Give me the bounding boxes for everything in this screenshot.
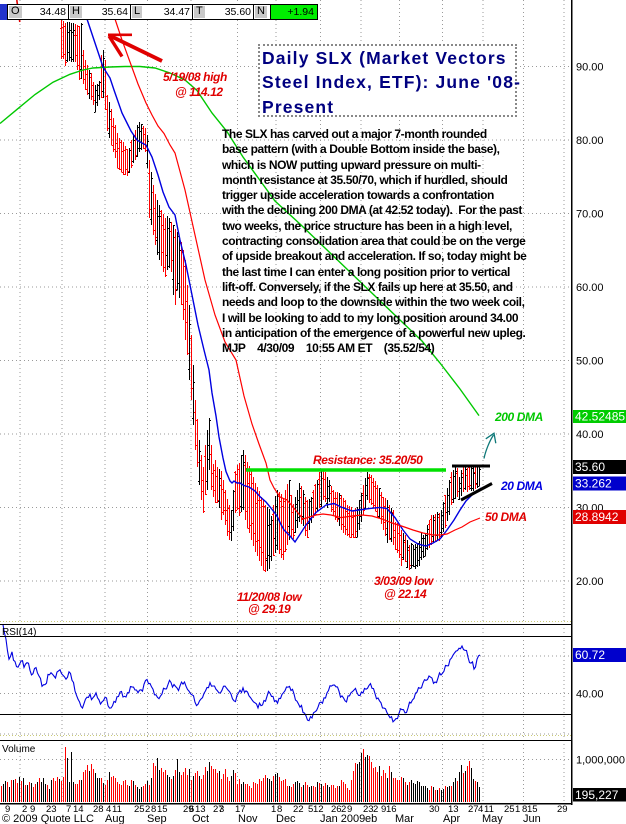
svg-text:50 DMA: 50 DMA: [485, 510, 527, 524]
svg-text:11: 11: [112, 804, 122, 815]
svg-text:15: 15: [527, 804, 538, 815]
svg-text:5/19/08 high: 5/19/08 high: [163, 70, 227, 84]
svg-text:27: 27: [213, 804, 224, 815]
svg-text:33.262: 33.262: [575, 477, 612, 491]
svg-text:Dec: Dec: [276, 813, 296, 824]
svg-text:23: 23: [363, 804, 374, 815]
svg-text:6: 6: [189, 804, 194, 815]
svg-text:40.00: 40.00: [576, 429, 604, 441]
svg-text:35.60: 35.60: [575, 460, 605, 474]
svg-text:9: 9: [381, 804, 386, 815]
svg-text:3/03/09 low: 3/03/09 low: [374, 574, 434, 588]
svg-text:Sep: Sep: [147, 813, 167, 824]
svg-text:28: 28: [93, 804, 104, 815]
svg-text:14: 14: [73, 804, 84, 815]
svg-text:7: 7: [66, 804, 71, 815]
svg-text:Volume: Volume: [2, 744, 36, 755]
svg-text:4: 4: [478, 804, 483, 815]
svg-text:2: 2: [341, 804, 346, 815]
svg-text:Jan 2009: Jan 2009: [320, 813, 365, 824]
svg-text:@ 29.19: @ 29.19: [248, 602, 291, 616]
svg-text:30: 30: [429, 804, 440, 815]
svg-text:60.00: 60.00: [576, 282, 604, 294]
svg-text:8: 8: [277, 804, 282, 815]
svg-text:Aug: Aug: [105, 813, 125, 824]
svg-text:2: 2: [373, 804, 378, 815]
svg-text:60.72: 60.72: [575, 648, 605, 662]
svg-text:@ 114.12: @ 114.12: [175, 85, 223, 99]
svg-text:80.00: 80.00: [576, 135, 604, 147]
svg-text:1: 1: [271, 804, 276, 815]
svg-text:16: 16: [386, 804, 397, 815]
svg-text:40.00: 40.00: [576, 689, 604, 701]
svg-text:© 2009 Quote LLC: © 2009 Quote LLC: [2, 813, 94, 824]
svg-text:1: 1: [515, 804, 520, 815]
svg-text:90.00: 90.00: [576, 62, 604, 74]
svg-text:195,227: 195,227: [575, 788, 619, 802]
svg-text:22: 22: [293, 804, 304, 815]
svg-text:25: 25: [504, 804, 515, 815]
svg-text:12: 12: [313, 804, 324, 815]
svg-text:Apr: Apr: [443, 813, 460, 824]
svg-text:5: 5: [308, 804, 313, 815]
svg-text:eb: eb: [365, 813, 377, 824]
svg-text:2: 2: [145, 804, 150, 815]
svg-text:15: 15: [157, 804, 168, 815]
svg-text:Jun: Jun: [523, 813, 541, 824]
svg-text:9: 9: [5, 804, 10, 815]
svg-text:8: 8: [151, 804, 156, 815]
svg-text:50.00: 50.00: [576, 356, 604, 368]
svg-text:29: 29: [183, 804, 194, 815]
svg-text:9: 9: [30, 804, 35, 815]
svg-text:27: 27: [468, 804, 479, 815]
svg-text:25: 25: [134, 804, 145, 815]
svg-text:26: 26: [331, 804, 342, 815]
svg-text:29: 29: [557, 804, 568, 815]
svg-text:Oct: Oct: [192, 813, 209, 824]
svg-text:1,000,000: 1,000,000: [576, 755, 625, 767]
svg-text:13: 13: [195, 804, 206, 815]
svg-text:20 DMA: 20 DMA: [500, 479, 543, 493]
svg-text:23: 23: [46, 804, 57, 815]
svg-text:2: 2: [22, 804, 27, 815]
svg-text:Nov: Nov: [238, 813, 258, 824]
svg-text:42.52485: 42.52485: [575, 410, 625, 424]
svg-text:RSI(14): RSI(14): [2, 627, 36, 638]
svg-text:200 DMA: 200 DMA: [494, 410, 543, 424]
svg-text:Mar: Mar: [395, 813, 414, 824]
svg-text:28.8942: 28.8942: [575, 510, 619, 524]
svg-text:4: 4: [106, 804, 111, 815]
svg-text:@ 22.14: @ 22.14: [384, 587, 427, 601]
svg-text:70.00: 70.00: [576, 209, 604, 221]
svg-text:May: May: [482, 813, 503, 824]
svg-text:8: 8: [522, 804, 527, 815]
svg-text:3: 3: [219, 804, 224, 815]
svg-text:17: 17: [235, 804, 246, 815]
svg-text:13: 13: [448, 804, 459, 815]
svg-text:11: 11: [484, 804, 494, 815]
svg-text:9: 9: [347, 804, 352, 815]
svg-text:Resistance: 35.20/50: Resistance: 35.20/50: [313, 453, 423, 467]
svg-text:20.00: 20.00: [576, 576, 604, 588]
svg-text:11/20/08 low: 11/20/08 low: [237, 590, 302, 604]
